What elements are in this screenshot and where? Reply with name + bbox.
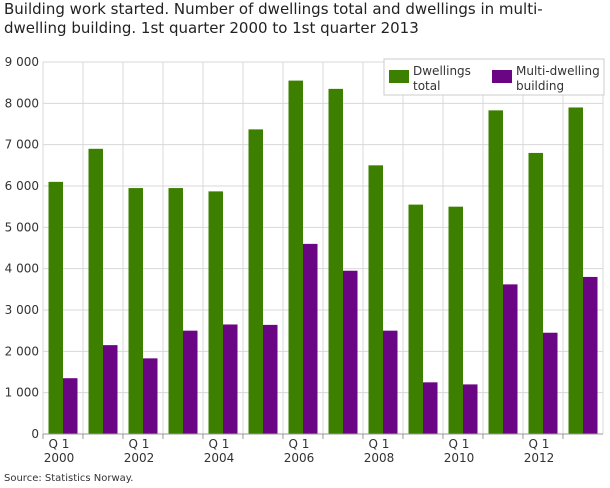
bar-dwellings-total bbox=[88, 148, 103, 435]
x-tick-label: 2002 bbox=[124, 451, 155, 465]
source-note: Source: Statistics Norway. bbox=[4, 473, 134, 484]
bar-dwellings-total bbox=[248, 129, 263, 434]
bar-multi-dwelling bbox=[63, 378, 78, 434]
x-tick-label: Q 1 bbox=[209, 437, 230, 451]
y-tick-label: 1 000 bbox=[5, 386, 39, 400]
y-tick-label: 5 000 bbox=[5, 220, 39, 234]
bar-dwellings-total bbox=[48, 181, 63, 434]
bar-multi-dwelling bbox=[263, 324, 278, 434]
bar-dwellings-total bbox=[568, 107, 583, 434]
y-tick-label: 2 000 bbox=[5, 344, 39, 358]
y-tick-label: 6 000 bbox=[5, 179, 39, 193]
legend-label: Multi-dwelling bbox=[516, 64, 600, 78]
bar-dwellings-total bbox=[528, 152, 543, 434]
x-tick-label: Q 1 bbox=[49, 437, 70, 451]
x-tick-label: 2004 bbox=[204, 451, 235, 465]
bar-multi-dwelling bbox=[423, 382, 438, 434]
bar-multi-dwelling bbox=[143, 358, 158, 434]
bar-dwellings-total bbox=[328, 88, 343, 434]
chart-title: Building work started. Number of dwellin… bbox=[4, 0, 543, 37]
bar-multi-dwelling bbox=[383, 330, 398, 434]
bar-multi-dwelling bbox=[343, 270, 358, 434]
y-tick-label: 9 000 bbox=[5, 55, 39, 69]
legend-label: total bbox=[413, 79, 440, 93]
bar-multi-dwelling bbox=[303, 243, 318, 434]
y-tick-label: 7 000 bbox=[5, 138, 39, 152]
bar-dwellings-total bbox=[208, 191, 223, 434]
x-tick-label: Q 1 bbox=[289, 437, 310, 451]
legend-label: building bbox=[516, 79, 564, 93]
x-tick-label: 2008 bbox=[364, 451, 395, 465]
x-tick-label: Q 1 bbox=[129, 437, 150, 451]
y-tick-label: 8 000 bbox=[5, 96, 39, 110]
bar-dwellings-total bbox=[368, 165, 383, 435]
bar-multi-dwelling bbox=[543, 332, 558, 434]
bar-multi-dwelling bbox=[183, 330, 198, 434]
x-tick-label: 2006 bbox=[284, 451, 315, 465]
x-tick-label: Q 1 bbox=[529, 437, 550, 451]
y-tick-label: 4 000 bbox=[5, 262, 39, 276]
bar-multi-dwelling bbox=[503, 284, 518, 434]
legend-label: Dwellings bbox=[413, 64, 471, 78]
legend-swatch bbox=[389, 70, 409, 83]
bar-dwellings-total bbox=[408, 204, 423, 434]
bar-dwellings-total bbox=[168, 188, 183, 434]
bar-multi-dwelling bbox=[103, 345, 118, 434]
bar-dwellings-total bbox=[488, 110, 503, 435]
bar-dwellings-total bbox=[288, 80, 303, 434]
x-tick-label: 2000 bbox=[44, 451, 75, 465]
bar-multi-dwelling bbox=[223, 324, 238, 434]
legend-swatch bbox=[492, 70, 512, 83]
y-tick-label: 0 bbox=[31, 427, 39, 441]
bar-multi-dwelling bbox=[463, 384, 478, 434]
x-tick-label: 2012 bbox=[524, 451, 555, 465]
bar-dwellings-total bbox=[448, 206, 463, 434]
x-tick-label: Q 1 bbox=[369, 437, 390, 451]
bar-dwellings-total bbox=[128, 188, 143, 434]
x-tick-label: 2010 bbox=[444, 451, 475, 465]
bar-multi-dwelling bbox=[583, 276, 598, 434]
y-tick-label: 3 000 bbox=[5, 303, 39, 317]
x-tick-label: Q 1 bbox=[449, 437, 470, 451]
